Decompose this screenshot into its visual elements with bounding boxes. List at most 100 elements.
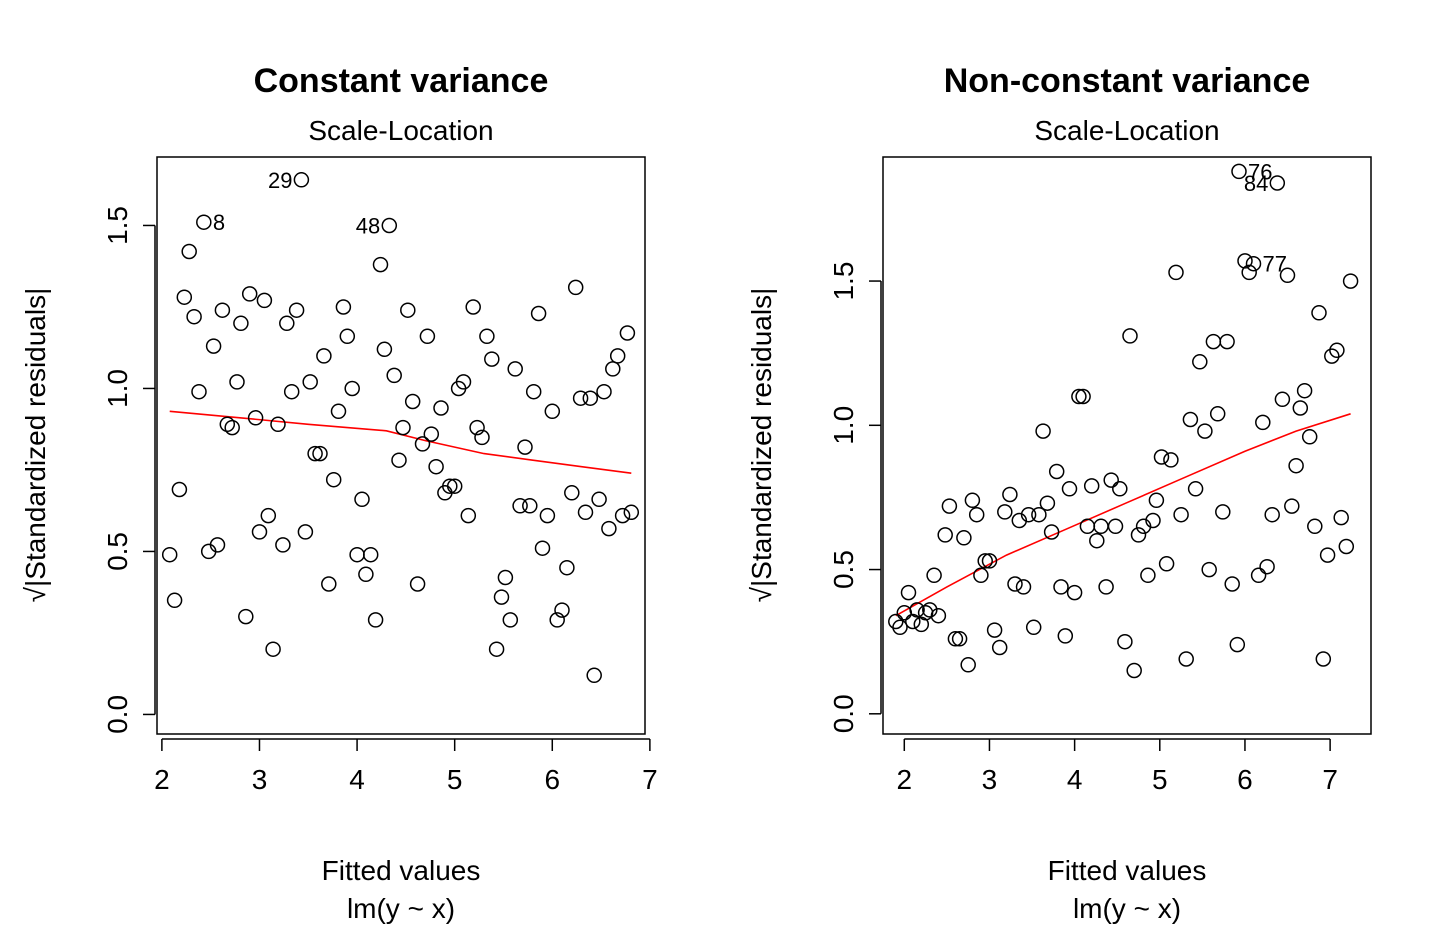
data-point: [1237, 253, 1253, 269]
y-tick-label: 0.0: [102, 695, 133, 734]
data-point: [1057, 628, 1074, 644]
data-point: [1245, 255, 1262, 272]
data-point: [951, 631, 968, 647]
y-tick-label: 0.0: [828, 694, 859, 733]
data-point: [297, 524, 314, 540]
data-point: [572, 390, 589, 406]
data-point: [1296, 382, 1313, 399]
x-axis-label: Fitted values: [322, 855, 481, 886]
data-point: [525, 383, 542, 400]
data-point: [224, 419, 240, 436]
data-point: [956, 530, 972, 546]
data-point: [1192, 354, 1208, 370]
data-point: [442, 478, 458, 494]
data-point: [191, 383, 207, 400]
data-point: [181, 243, 197, 260]
data-point: [1215, 504, 1231, 520]
outlier-label: 8: [213, 210, 225, 235]
data-point: [238, 608, 254, 625]
data-point: [166, 592, 183, 609]
data-point: [1182, 411, 1199, 428]
y-tick-label: 0.5: [828, 550, 859, 589]
data-point: [1140, 567, 1156, 584]
data-point: [1075, 388, 1091, 405]
data-point: [293, 172, 310, 188]
plot-subtitle: Scale-Location: [1034, 115, 1219, 146]
data-point: [534, 540, 551, 556]
data-point: [1126, 662, 1142, 679]
smoother-line: [895, 413, 1351, 617]
data-point: [176, 289, 193, 305]
data-point: [423, 426, 440, 442]
data-point: [941, 498, 958, 514]
data-point: [302, 374, 318, 390]
data-point: [493, 589, 510, 605]
plot-subtitle: Scale-Location: [308, 115, 493, 146]
data-point: [330, 403, 347, 420]
data-point: [1145, 512, 1161, 529]
plot-frame: [882, 156, 1372, 735]
data-point: [283, 383, 300, 400]
data-point: [1264, 506, 1280, 523]
data-point: [256, 292, 273, 309]
data-point: [1089, 532, 1105, 549]
data-point: [926, 567, 942, 584]
x-tick-label: 2: [154, 764, 170, 795]
data-point: [1025, 619, 1042, 636]
data-point: [265, 641, 281, 657]
data-point: [339, 328, 356, 345]
data-point: [251, 524, 268, 540]
data-point: [554, 602, 570, 618]
data-point: [372, 256, 389, 273]
data-point: [381, 217, 398, 234]
data-point: [409, 576, 426, 592]
data-point: [937, 527, 953, 543]
data-point: [354, 491, 370, 508]
data-point: [1107, 518, 1124, 535]
data-point: [1288, 457, 1304, 474]
data-point: [465, 299, 481, 315]
data-point: [960, 657, 976, 673]
x-tick-label: 4: [1067, 764, 1083, 795]
outlier-label: 84: [1244, 171, 1268, 196]
outlier-label: 76: [1248, 159, 1272, 184]
data-point: [522, 498, 538, 514]
data-point: [930, 607, 947, 624]
data-point: [1011, 512, 1028, 529]
data-point: [577, 504, 594, 521]
data-point: [362, 546, 379, 563]
data-point: [917, 605, 934, 621]
data-point: [1201, 561, 1217, 578]
x-tick-label: 4: [349, 764, 365, 795]
plot-title: Non-constant variance: [944, 62, 1311, 100]
outlier-label: 77: [1262, 252, 1286, 277]
data-point: [507, 361, 523, 377]
data-point: [1015, 579, 1032, 595]
data-point: [233, 315, 249, 332]
data-point: [219, 416, 236, 433]
data-point: [1241, 264, 1257, 281]
data-point: [1148, 492, 1165, 509]
data-point: [1329, 342, 1345, 359]
data-point: [1307, 518, 1323, 535]
data-point: [446, 478, 463, 494]
y-tick-label: 1.0: [828, 406, 859, 445]
data-point: [325, 471, 342, 488]
data-point: [497, 569, 514, 586]
data-point: [892, 619, 908, 636]
data-point: [469, 419, 485, 436]
data-point: [1292, 400, 1309, 416]
data-point: [161, 546, 178, 563]
data-point: [312, 445, 328, 462]
data-point: [1255, 414, 1271, 431]
axis-ticks: 2 3 4 5 6 7 0.0 0.5 1.0 1.5: [828, 262, 1338, 795]
data-point: [279, 315, 295, 332]
data-point: [1333, 509, 1349, 526]
data-point: [1178, 651, 1194, 667]
outlier-label: 29: [268, 168, 292, 193]
data-point: [609, 348, 626, 364]
data-point: [400, 302, 416, 318]
data-point: [1035, 423, 1051, 439]
data-point: [900, 584, 917, 601]
